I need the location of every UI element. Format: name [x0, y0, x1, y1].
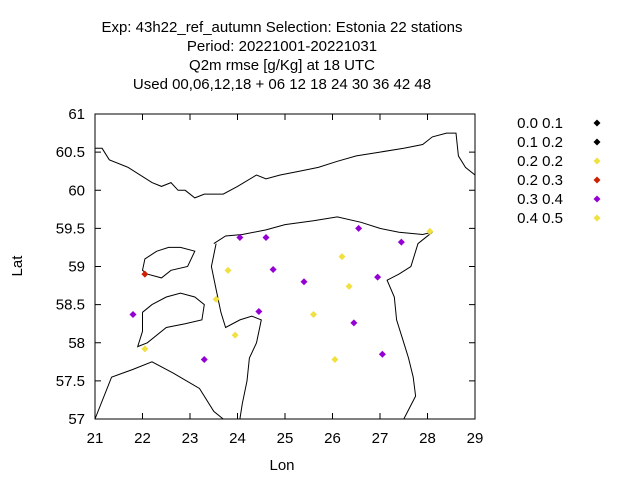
x-tick-label: 26: [324, 430, 341, 447]
data-point: [426, 227, 434, 235]
x-tick-label: 24: [229, 430, 246, 447]
legend-label: 0.0 0.1: [517, 115, 563, 132]
coastline-3: [94, 361, 224, 420]
legend-label: 0.4 0.5: [517, 210, 563, 227]
data-point: [129, 311, 137, 319]
data-point: [231, 331, 239, 339]
x-tick-label: 29: [467, 430, 484, 447]
legend-marker: [593, 138, 601, 146]
axis-ticks: 21 22 23 24 25 26 27 28 29 57 57.5 58 58.5 59 59.5 60 60…: [56, 106, 484, 447]
title-line-4: Used 00,06,12,18 + 06 12 18 24 30 36 42 …: [133, 76, 431, 93]
legend-label: 0.3 0.4: [517, 191, 563, 208]
x-tick-label: 27: [372, 430, 389, 447]
y-tick-label: 60.5: [56, 144, 85, 161]
coastline-1: [141, 246, 196, 279]
data-point: [374, 273, 382, 281]
data-point: [269, 266, 277, 274]
legend-marker: [593, 176, 601, 184]
data-point: [331, 356, 339, 364]
data-point: [350, 319, 358, 327]
points-layer: [129, 224, 434, 364]
coastline-layer: [94, 132, 476, 420]
data-point: [200, 356, 208, 364]
legend-marker: [593, 157, 601, 165]
y-tick-label: 59: [68, 259, 85, 276]
data-point: [212, 295, 220, 303]
coastline-0: [95, 132, 476, 199]
y-axis-label: Lat: [9, 255, 26, 277]
data-point: [338, 253, 346, 261]
data-point: [262, 234, 270, 242]
x-tick-label: 28: [419, 430, 436, 447]
data-point: [141, 345, 149, 353]
title-line-2: Period: 20221001-20221031: [187, 38, 377, 55]
legend-label: 0.1 0.2: [517, 134, 563, 151]
x-tick-label: 23: [182, 430, 199, 447]
data-point: [236, 234, 244, 242]
data-point: [300, 278, 308, 286]
x-tick-label: 21: [87, 430, 104, 447]
y-tick-label: 60: [68, 182, 85, 199]
chart-title: Exp: 43h22_ref_autumn Selection: Estonia…: [101, 19, 462, 93]
coastline-6: [210, 243, 262, 420]
coastline-4: [213, 216, 433, 245]
data-point: [310, 311, 317, 319]
legend-marker: [593, 195, 601, 203]
data-point: [141, 270, 149, 278]
x-tick-label: 25: [277, 430, 294, 447]
data-point: [355, 224, 363, 232]
legend-label: 0.2 0.3: [517, 172, 563, 189]
legend-marker: [593, 214, 601, 222]
data-point: [345, 282, 353, 290]
legend-marker: [593, 119, 601, 127]
plot-frame: [94, 113, 476, 420]
coastline-2: [136, 292, 205, 348]
title-line-1: Exp: 43h22_ref_autumn Selection: Estonia…: [101, 19, 462, 36]
legend: 0.0 0.1 0.1 0.2 0.2 0.2 0.2 0.3 0.3 0.4 0.4 0…: [517, 115, 601, 227]
coastline-5: [386, 231, 433, 420]
data-point: [255, 307, 263, 315]
x-axis-label: Lon: [269, 457, 294, 474]
y-tick-label: 57.5: [56, 373, 85, 390]
y-tick-label: 57: [68, 411, 85, 428]
legend-label: 0.2 0.2: [517, 153, 563, 170]
title-line-3: Q2m rmse [g/Kg] at 18 UTC: [189, 57, 375, 74]
y-tick-label: 61: [68, 106, 85, 123]
data-point: [224, 266, 232, 274]
x-tick-label: 22: [134, 430, 151, 447]
y-tick-label: 59.5: [56, 220, 85, 237]
y-tick-label: 58: [68, 335, 85, 352]
y-tick-label: 58.5: [56, 297, 85, 314]
data-point: [378, 350, 386, 358]
data-point: [397, 238, 405, 246]
